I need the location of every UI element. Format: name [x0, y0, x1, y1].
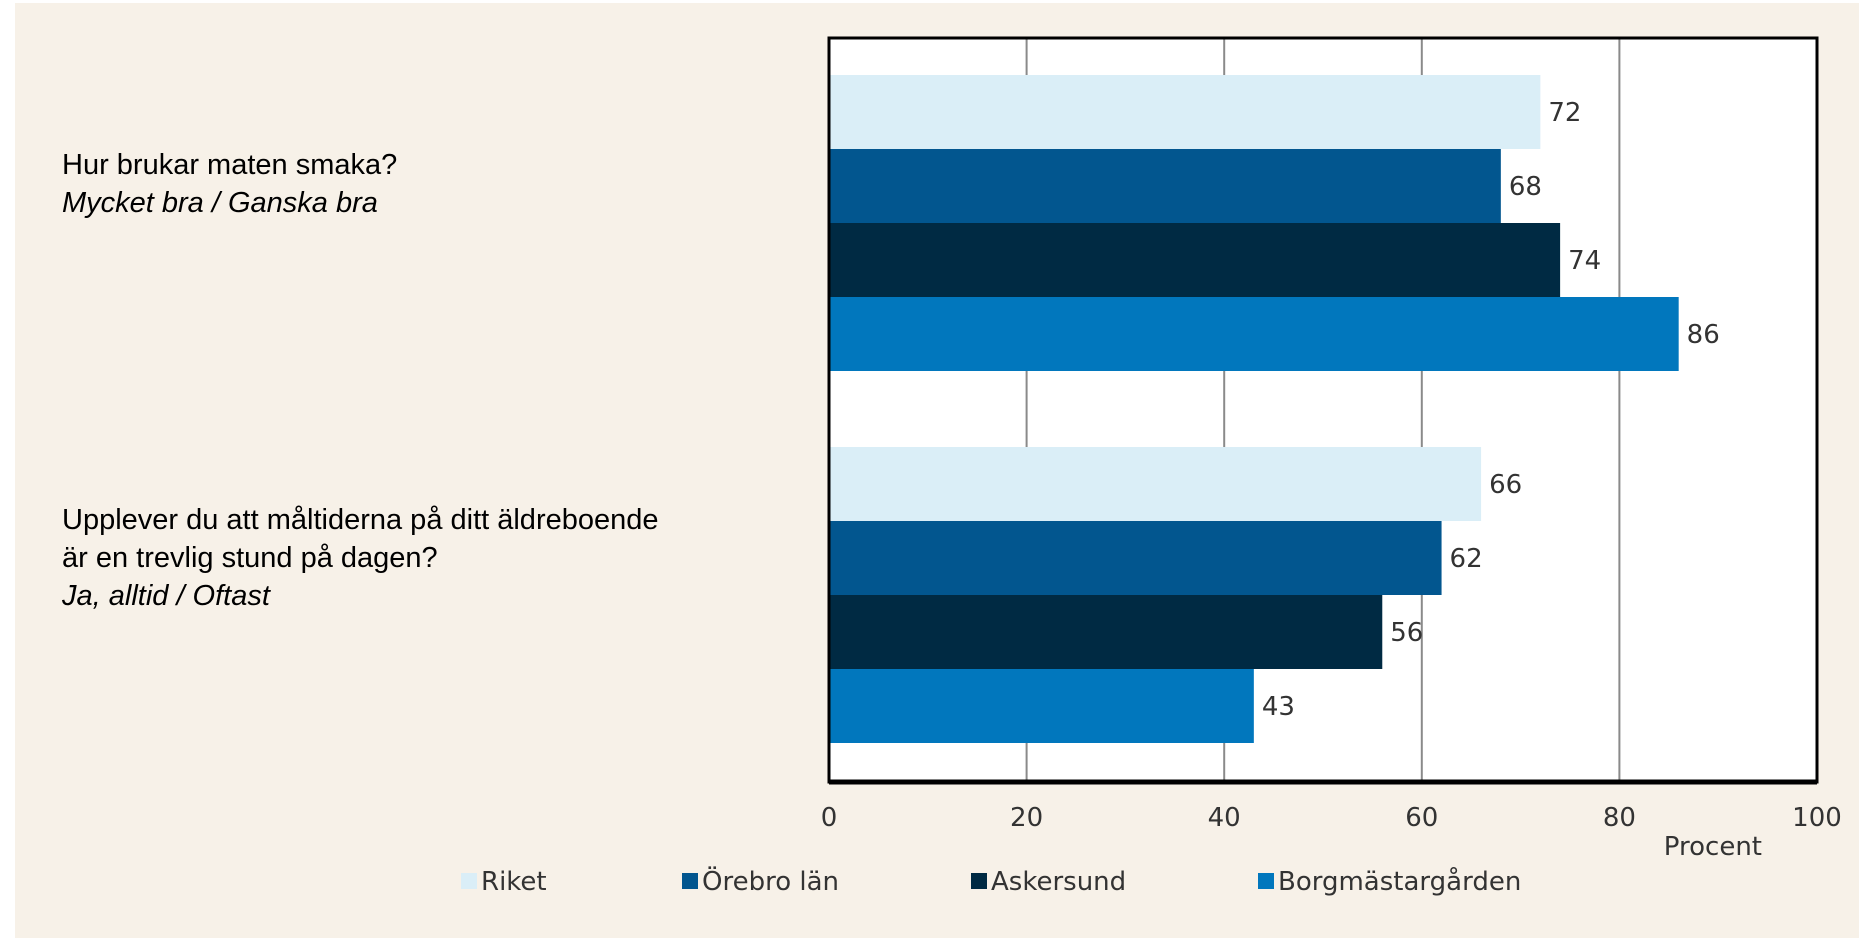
value-label: 56	[1390, 618, 1423, 648]
value-label: 72	[1548, 98, 1581, 128]
question-1-text: Hur brukar maten smaka?	[62, 149, 398, 181]
bar-1-riket	[829, 75, 1541, 149]
x-axis-title: Procent	[1664, 832, 1762, 862]
legend-swatch	[971, 873, 987, 889]
legend-label: Riket	[481, 867, 547, 897]
question-2-text-line1: Upplever du att måltiderna på ditt äldre…	[62, 504, 659, 536]
legend-label: Askersund	[991, 867, 1126, 897]
question-1-answer: Mycket bra / Ganska bra	[62, 187, 378, 219]
value-label: 74	[1568, 246, 1601, 276]
x-tick-label: 80	[1603, 803, 1636, 833]
question-1-label: Hur brukar maten smaka? Mycket bra / Gan…	[62, 146, 397, 222]
value-label: 43	[1262, 692, 1295, 722]
legend-swatch	[461, 873, 477, 889]
value-label: 86	[1687, 320, 1720, 350]
bar-1-askersund	[829, 223, 1561, 297]
legend-swatch	[682, 873, 698, 889]
question-2-label: Upplever du att måltiderna på ditt äldre…	[62, 501, 659, 615]
bar-2-borgmästargården	[829, 669, 1254, 743]
x-tick-label: 60	[1405, 803, 1438, 833]
bar-2-örebro-län	[829, 521, 1442, 595]
value-label: 66	[1489, 470, 1522, 500]
bar-2-askersund	[829, 595, 1383, 669]
value-label: 68	[1509, 172, 1542, 202]
bar-1-borgmästargården	[829, 297, 1679, 371]
bar-1-örebro-län	[829, 149, 1501, 223]
question-2-text-line2: är en trevlig stund på dagen?	[62, 542, 438, 574]
x-tick-label: 40	[1208, 803, 1241, 833]
bar-2-riket	[829, 447, 1482, 521]
x-tick-label: 20	[1010, 803, 1043, 833]
legend-swatch	[1258, 873, 1274, 889]
question-2-answer: Ja, alltid / Oftast	[62, 580, 270, 612]
x-tick-label: 100	[1792, 803, 1842, 833]
value-label: 62	[1450, 544, 1483, 574]
legend-label: Borgmästargården	[1278, 866, 1521, 897]
x-tick-label: 0	[821, 803, 838, 833]
legend-label: Örebro län	[702, 865, 839, 897]
